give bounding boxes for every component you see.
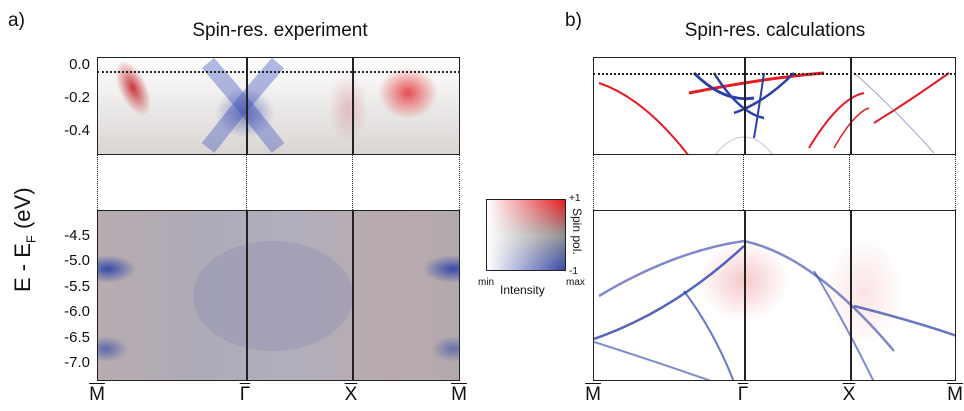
y-axis-label-sub: F [23,235,39,244]
y-tick-bottom-4: -6.5 [64,328,90,346]
band-blue-4 [753,72,765,139]
y-axis-label-unit: (eV) [10,187,35,236]
x-tick-text-a-0: M [89,384,105,405]
y-tick-bottom-2: -5.5 [64,277,90,295]
panel-b-gap-right [955,155,956,210]
panel-a-bottom-heatmap [98,211,459,380]
band-red-left [115,60,151,116]
panel-b-letter: b) [565,10,582,31]
band-blue-right-lower [853,304,955,337]
band-blue-faint [853,72,935,154]
panel-b-top-gamma-line [744,58,746,154]
panel-a-top-gamma-line [246,58,248,154]
pink-haze-x [824,236,904,346]
panel-a-title: Spin-res. experiment [192,20,368,41]
x-tick-a-2: X [336,384,366,406]
panel-b-gap-x [849,155,850,210]
colorbar-gradient [487,200,565,270]
panel-a-top-x-line [352,58,354,154]
y-tick-bottom-0: -4.5 [64,226,90,244]
panel-b-top-plot [593,57,956,155]
band-blue-bottom-left [594,341,712,380]
panel-a-gap-x [352,155,353,210]
y-tick-top-1: -0.2 [64,88,90,106]
y-tick-bottom-5: -7.0 [64,354,90,372]
x-tick-text-b-0: M [585,384,601,405]
panel-b-bottom-plot [593,210,956,381]
band-blue-mid [683,290,735,380]
y-tick-bottom-3: -6.0 [64,303,90,321]
colorbar-spin-label: Spin pol. [570,208,584,255]
blue-cloud-center [193,241,353,351]
panel-b-fermi-level [593,73,956,75]
colorbar-intensity: Intensity [500,283,545,297]
band-red-right [873,72,950,124]
x-tick-text-a-3: M [451,384,467,405]
y-tick-bottom-1: -5.0 [64,252,90,270]
x-tick-text-b-2: X [842,384,856,405]
band-red-right [378,67,438,119]
x-tick-b-1: Γ [728,384,758,406]
x-tick-a-1: Γ [230,384,260,406]
y-tick-top-2: -0.4 [64,121,90,139]
panel-a-gap-right [459,155,460,210]
y-axis-label: E - EF (eV) [10,187,38,292]
blue-spot-left-upper [98,255,136,283]
panel-b-gap-left [593,155,594,210]
y-axis-label-main: E - E [10,243,35,292]
x-tick-b-3: M [940,384,964,406]
band-blue-2 [712,72,765,120]
x-tick-b-0: M [578,384,608,406]
blue-spot-left-lower [98,336,128,362]
panel-a-bottom-plot [97,210,460,381]
band-red-disp-1 [598,82,689,154]
band-blue-3 [733,72,795,115]
blue-spot-right-upper [423,255,459,283]
colorbar-max: max [566,277,585,288]
panel-a-letter: a) [8,10,25,31]
panel-a-bottom-gamma-line [246,211,248,380]
panel-a-top-plot [97,57,460,155]
colorbar-plus: +1 [569,193,581,204]
panel-b-bottom-x-line [850,211,852,380]
x-tick-text-a-2: X [344,384,358,405]
x-tick-b-2: X [834,384,864,406]
band-blue-center [215,88,275,138]
panel-b-title: Spin-res. calculations [684,20,866,41]
panel-b-gap-gamma [743,155,744,210]
band-blue-1 [692,71,755,101]
blue-spot-right-lower [431,336,459,362]
band-red-x-2 [833,107,870,149]
panel-b-top-x-line [850,58,852,154]
colorbar-min: min [478,277,495,288]
x-tick-text-b-1: Γ [737,384,749,405]
band-red-faint-mid [328,73,368,143]
panel-a-gap-gamma [246,155,247,210]
panel-a-fermi-level [97,71,460,73]
band-red-x-1 [808,92,865,149]
x-tick-text-a-1: Γ [239,384,251,405]
panel-b-bottom-heatmap [594,211,955,380]
panel-b-bottom-gamma-line [744,211,746,380]
colorbar [486,199,566,271]
band-blue-lower-left [594,245,745,341]
y-tick-top-0: 0.0 [69,56,90,74]
band-blue-right-x [813,270,875,380]
panel-a-top-heatmap [98,58,459,154]
x-tick-a-0: M [82,384,112,406]
panel-a-gap-left [97,155,98,210]
x-tick-text-b-3: M [947,384,963,405]
x-tick-a-3: M [444,384,474,406]
panel-a-bottom-x-line [352,211,354,380]
colorbar-minus: -1 [569,266,578,277]
